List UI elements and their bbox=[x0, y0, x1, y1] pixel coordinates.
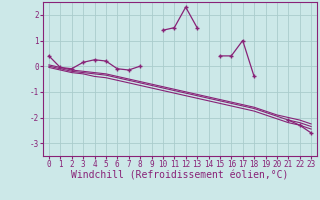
X-axis label: Windchill (Refroidissement éolien,°C): Windchill (Refroidissement éolien,°C) bbox=[71, 171, 289, 181]
